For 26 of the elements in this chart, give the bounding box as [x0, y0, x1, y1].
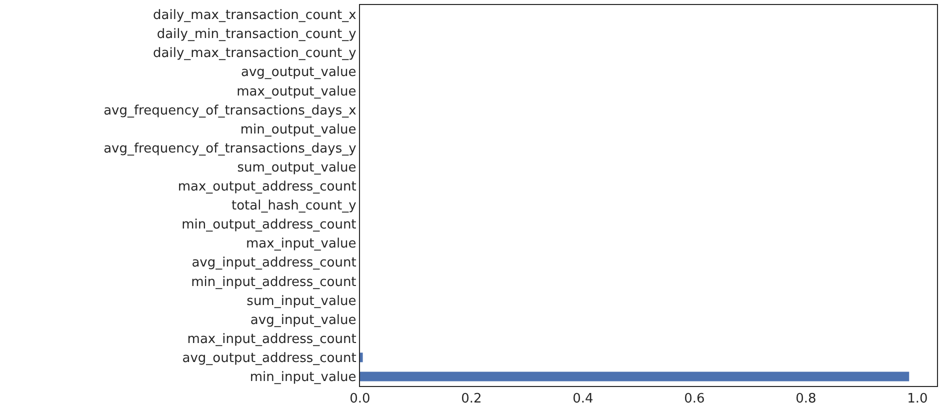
x-tick-label: 0.6	[684, 392, 705, 407]
y-tick-label: total_hash_count_y	[231, 198, 357, 214]
x-tick-label: 0.8	[796, 392, 816, 407]
y-tick-label: max_input_value	[246, 236, 356, 252]
y-tick-label: daily_max_transaction_count_y	[153, 46, 357, 62]
y-tick-label: avg_frequency_of_transactions_days_x	[104, 103, 357, 118]
x-tick-label: 1.0	[907, 392, 928, 407]
y-tick-label: min_input_address_count	[191, 274, 356, 290]
x-tick-label: 0.4	[572, 392, 594, 407]
y-tick-label: avg_frequency_of_transactions_days_y	[104, 141, 357, 156]
y-tick-label: sum_input_value	[246, 294, 356, 309]
y-tick-label: max_output_address_count	[178, 180, 356, 195]
x-tick-label: 0.2	[461, 392, 482, 407]
y-tick-label: min_input_value	[250, 370, 356, 386]
y-tick-label: avg_input_address_count	[192, 256, 356, 271]
y-tick-label: avg_input_value	[250, 312, 356, 328]
y-tick-label: sum_output_value	[237, 160, 356, 176]
y-tick-label: avg_output_address_count	[182, 350, 356, 366]
y-tick-label: avg_output_value	[240, 65, 356, 80]
y-tick-label: daily_min_transaction_count_y	[156, 27, 357, 42]
y-tick-label: max_output_value	[236, 84, 356, 100]
y-tick-label: min_output_address_count	[182, 218, 356, 233]
y-tick-label: max_input_address_count	[187, 332, 356, 347]
y-tick-label: min_output_value	[240, 122, 356, 138]
x-tick-label: 0.0	[350, 392, 370, 407]
y-tick-label: daily_max_transaction_count_x	[153, 8, 357, 24]
